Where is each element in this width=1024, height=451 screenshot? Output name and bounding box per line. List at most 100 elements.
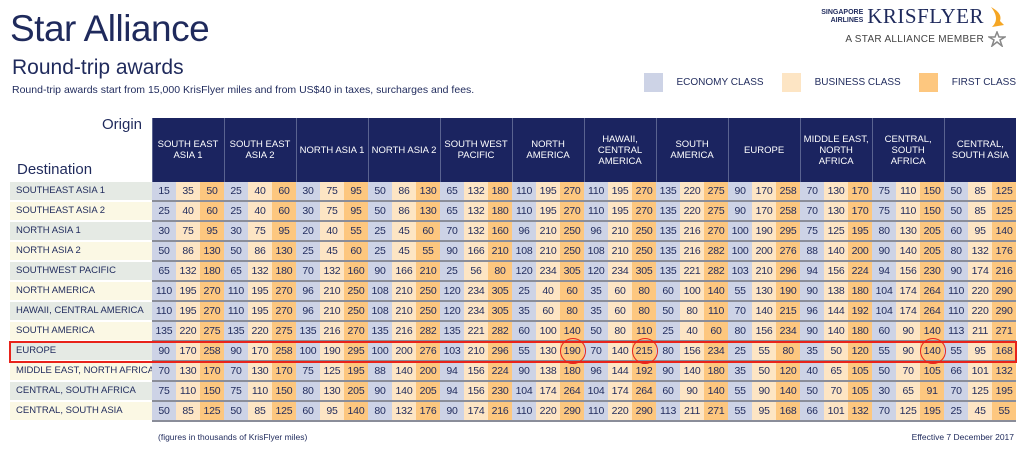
miles-cell: 25 (656, 321, 681, 342)
miles-cell: 132 (176, 261, 200, 282)
origin-header: SOUTH EAST ASIA 2 (223, 118, 296, 182)
table-row: SOUTHEAST ASIA 1 15 35 50 25 40 60 30 75 95 50 86 13… (10, 182, 1017, 202)
miles-cell: 220 (248, 321, 272, 342)
miles-cell: 216 (680, 221, 705, 242)
miles-cell: 210 (536, 241, 561, 262)
miles-cell: 264 (560, 381, 585, 402)
miles-cell: 110 (632, 321, 657, 342)
miles-cell: 270 (200, 301, 224, 322)
miles-cell: 110 (152, 301, 176, 322)
miles-cell: 105 (848, 381, 873, 402)
miles-cell: 282 (704, 241, 729, 262)
miles-cell: 55 (728, 281, 753, 302)
miles-cell: 210 (320, 281, 344, 302)
miles-cell: 100 (728, 221, 753, 242)
miles-cell: 30 (296, 201, 320, 222)
miles-cell: 90 (752, 381, 777, 402)
table-row: NORTH ASIA 2 50 86 130 50 86 130 25 45 60 25 45 55 90… (10, 241, 1017, 262)
program-wordmark: KRISFLYER (867, 4, 984, 28)
miles-cell: 90 (224, 341, 248, 362)
miles-cell: 290 (560, 401, 585, 422)
miles-cell: 270 (344, 321, 369, 342)
miles-cell: 70 (824, 381, 849, 402)
miles-cell: 174 (896, 301, 921, 322)
origin-header: CENTRAL, SOUTH ASIA (943, 118, 1017, 182)
miles-cell: 90 (872, 241, 897, 262)
economy-swatch (643, 73, 663, 92)
miles-cell: 110 (224, 301, 248, 322)
miles-cell: 190 (752, 221, 777, 242)
miles-cell: 94 (440, 361, 465, 382)
destination-label: MIDDLE EAST, NORTH AFRICA (10, 361, 152, 381)
miles-cell: 95 (968, 341, 993, 362)
miles-cell: 132 (392, 401, 417, 422)
miles-cell: 50 (656, 301, 681, 322)
miles-cell: 75 (320, 182, 344, 202)
miles-cell: 90 (152, 341, 176, 362)
miles-cell: 55 (416, 241, 441, 262)
miles-cell: 135 (296, 321, 320, 342)
miles-cell: 45 (392, 221, 417, 242)
miles-cell: 55 (872, 341, 897, 362)
miles-cell: 90 (440, 241, 465, 262)
miles-cell: 264 (920, 281, 945, 302)
miles-cell: 275 (704, 201, 729, 222)
miles-cell: 144 (824, 301, 849, 322)
miles-cell: 95 (200, 221, 224, 242)
miles-cell: 215 (632, 341, 657, 362)
page-subtitle: Round-trip awards (12, 56, 184, 79)
miles-cell: 130 (896, 221, 921, 242)
miles-cell: 30 (224, 221, 248, 242)
miles-cell: 96 (512, 221, 537, 242)
miles-cell: 174 (536, 381, 561, 402)
miles-cell: 35 (584, 301, 609, 322)
miles-cell: 305 (488, 281, 513, 302)
miles-cell: 75 (320, 201, 344, 222)
miles-cell: 195 (536, 182, 561, 202)
miles-cell: 108 (584, 241, 609, 262)
miles-cell: 125 (968, 381, 993, 402)
miles-cell: 140 (704, 281, 729, 302)
business-swatch (781, 73, 801, 92)
miles-cell: 85 (248, 401, 272, 422)
table-row: CENTRAL, SOUTH ASIA 50 85 125 50 85 125 60 95 140… (10, 401, 1017, 422)
miles-cell: 195 (536, 201, 561, 222)
miles-cell: 195 (248, 281, 272, 302)
miles-cell: 66 (944, 361, 969, 382)
miles-cell: 130 (824, 201, 849, 222)
miles-cell: 180 (848, 321, 873, 342)
miles-cell: 35 (176, 182, 200, 202)
table-row: HAWAII, CENTRAL AMERICA 110 195 270 110 195 27… (10, 301, 1017, 322)
miles-cell: 60 (656, 281, 681, 302)
miles-cell: 90 (800, 281, 825, 302)
miles-cell: 205 (344, 381, 369, 402)
destination-label: SOUTH AMERICA (10, 321, 152, 341)
miles-cell: 195 (248, 301, 272, 322)
miles-cell: 65 (224, 261, 248, 282)
miles-cell: 140 (920, 341, 945, 362)
miles-cell: 45 (320, 241, 344, 262)
miles-cell: 264 (632, 381, 657, 402)
miles-cell: 86 (176, 241, 200, 262)
miles-cell: 295 (344, 341, 369, 362)
miles-cell: 65 (824, 361, 849, 382)
miles-cell: 170 (752, 201, 777, 222)
miles-cell: 35 (728, 361, 753, 382)
miles-cell: 176 (992, 241, 1017, 262)
miles-cell: 150 (200, 381, 224, 402)
miles-cell: 220 (536, 401, 561, 422)
miles-cell: 220 (968, 301, 993, 322)
destination-axis-label: Destination (17, 161, 93, 178)
miles-cell: 25 (944, 401, 969, 422)
miles-cell: 70 (440, 221, 465, 242)
miles-cell: 70 (584, 341, 609, 362)
miles-cell: 80 (656, 341, 681, 362)
miles-cell: 125 (824, 221, 849, 242)
miles-cell: 271 (704, 401, 729, 422)
miles-cell: 95 (968, 221, 993, 242)
miles-cell: 95 (344, 182, 369, 202)
miles-cell: 224 (488, 361, 513, 382)
miles-cell: 40 (176, 201, 200, 222)
miles-cell: 108 (368, 281, 393, 302)
miles-cell: 132 (464, 201, 489, 222)
